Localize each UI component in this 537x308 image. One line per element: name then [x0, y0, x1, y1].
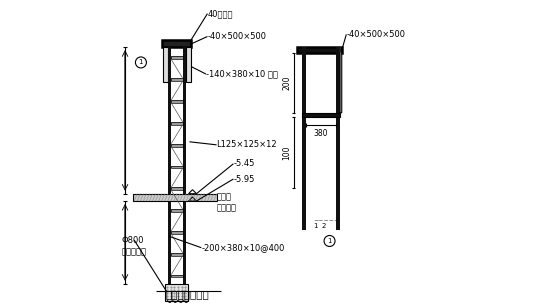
Bar — [163, 47, 168, 82]
Bar — [171, 100, 183, 103]
Text: 地下室: 地下室 — [216, 193, 231, 202]
Bar — [171, 78, 183, 81]
Text: -140×380×10 四周: -140×380×10 四周 — [206, 70, 278, 79]
Bar — [171, 100, 183, 103]
Text: -40×500×500: -40×500×500 — [346, 30, 405, 39]
Bar — [171, 188, 183, 190]
Bar — [186, 47, 191, 82]
Text: Φ800: Φ800 — [122, 236, 144, 245]
Bar — [171, 209, 183, 212]
Bar — [171, 144, 183, 147]
Text: 200: 200 — [282, 76, 291, 91]
Text: 40厚钢板: 40厚钢板 — [207, 9, 233, 18]
Bar — [171, 166, 183, 168]
Bar — [168, 47, 171, 284]
Bar — [302, 47, 306, 230]
Bar — [171, 56, 183, 59]
Text: 380: 380 — [314, 129, 328, 138]
Text: 1: 1 — [139, 59, 143, 65]
Bar — [296, 47, 342, 53]
Bar — [171, 231, 183, 234]
Bar — [302, 113, 340, 117]
Text: 1: 1 — [313, 223, 317, 229]
Bar — [162, 40, 191, 47]
Text: L125×125×12: L125×125×12 — [216, 140, 277, 149]
Bar — [302, 113, 340, 117]
Bar — [171, 122, 183, 125]
Bar — [336, 47, 340, 230]
Bar — [133, 194, 216, 201]
Text: -5.45: -5.45 — [234, 159, 255, 168]
Text: 2: 2 — [322, 223, 326, 229]
Bar — [162, 40, 191, 47]
Text: -200×380×10@400: -200×380×10@400 — [201, 243, 285, 252]
Bar — [133, 194, 216, 201]
Bar — [171, 209, 183, 212]
Text: 基础底板: 基础底板 — [216, 203, 237, 212]
Text: 角钢格构柱详图: 角钢格构柱详图 — [166, 289, 209, 299]
Bar — [171, 188, 183, 190]
Text: -5.95: -5.95 — [234, 175, 255, 184]
Text: -40×500×500: -40×500×500 — [207, 32, 266, 41]
Bar — [171, 231, 183, 234]
Bar — [171, 166, 183, 168]
Bar — [171, 275, 183, 278]
Bar — [165, 284, 188, 301]
Bar — [183, 47, 186, 284]
Bar — [171, 78, 183, 81]
Bar — [171, 253, 183, 256]
Bar — [171, 275, 183, 278]
Polygon shape — [340, 47, 342, 113]
Text: ~~~~~: ~~~~~ — [314, 218, 340, 223]
Text: 100: 100 — [282, 145, 291, 160]
Text: 1: 1 — [327, 238, 332, 244]
Bar — [296, 47, 342, 53]
Bar — [171, 144, 183, 147]
Text: 钻孔灌注桩: 钻孔灌注桩 — [122, 248, 147, 257]
Bar — [171, 253, 183, 256]
Bar — [171, 56, 183, 59]
Bar — [171, 122, 183, 125]
